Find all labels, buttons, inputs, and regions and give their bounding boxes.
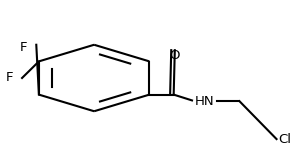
- Text: O: O: [170, 49, 180, 62]
- Text: F: F: [6, 71, 13, 85]
- Text: Cl: Cl: [278, 133, 291, 146]
- Text: HN: HN: [195, 95, 215, 108]
- Text: F: F: [20, 41, 27, 54]
